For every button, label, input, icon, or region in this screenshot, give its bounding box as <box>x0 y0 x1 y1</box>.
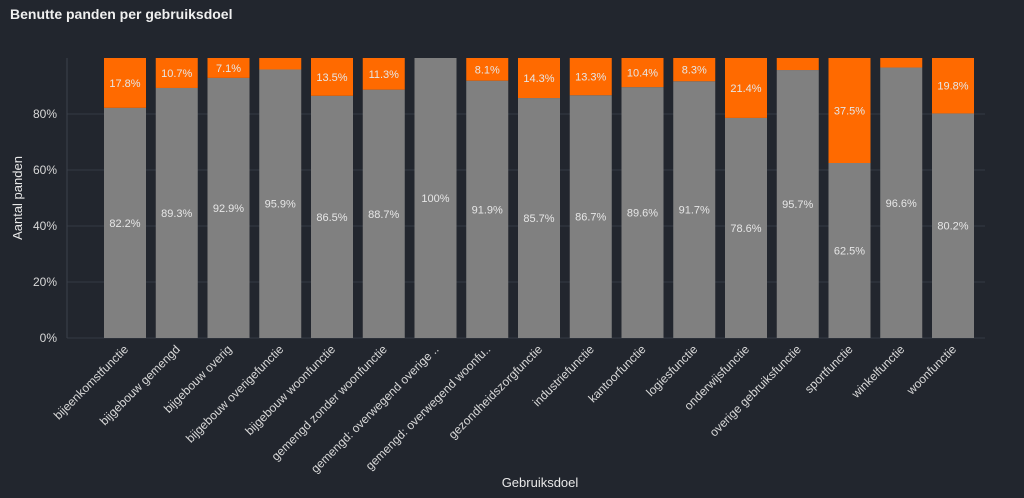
bar-overig <box>828 58 871 163</box>
bar-benut <box>725 117 767 338</box>
data-label: 100% <box>421 193 449 205</box>
data-label: 10.4% <box>627 68 658 80</box>
data-label: 89.3% <box>161 208 192 220</box>
bar-overig <box>932 58 974 114</box>
data-label: 14.3% <box>523 73 554 85</box>
bar-benut <box>207 77 250 338</box>
data-label: 37.5% <box>834 106 865 118</box>
bar-overig <box>362 58 405 90</box>
data-label: 19.8% <box>937 81 968 93</box>
bar-benut <box>673 81 716 339</box>
bar-benut <box>621 87 664 339</box>
data-label: 7.1% <box>216 63 241 75</box>
y-axis-title: Aantal panden <box>10 156 25 240</box>
data-label: 91.7% <box>679 205 710 217</box>
bar-benut <box>569 95 612 339</box>
x-tick-label: overige gebruiksfunctie <box>707 342 804 439</box>
data-label: 17.8% <box>109 78 140 90</box>
data-label: 10.7% <box>161 68 192 80</box>
data-label: 95.9% <box>265 199 296 211</box>
y-tick-label: 40% <box>33 219 57 233</box>
x-tick-label: woonfunctie <box>903 342 959 398</box>
bar-overig <box>207 58 250 78</box>
bar-overig <box>311 58 353 96</box>
x-tick-label: gezondheidszorgfunctie <box>446 342 546 442</box>
bar-overig <box>673 58 716 82</box>
x-tick-label: bijgebouw overigefunctie <box>183 342 287 446</box>
bar-benut <box>311 95 353 338</box>
data-label: 8.1% <box>475 64 500 76</box>
y-tick-label: 20% <box>33 275 57 289</box>
bar-overig <box>466 58 509 81</box>
bar-benut <box>155 87 198 339</box>
bar-overig <box>776 58 819 71</box>
data-label: 86.7% <box>575 212 606 224</box>
data-label: 8.3% <box>682 65 707 77</box>
x-tick-label: logiesfunctie <box>643 342 700 399</box>
bar-overig <box>155 58 198 88</box>
data-label: 89.6% <box>627 208 658 220</box>
y-tick-label: 0% <box>40 331 58 345</box>
x-tick-label: winkelfunctie <box>848 342 907 401</box>
y-tick-label: 60% <box>33 163 57 177</box>
bar-overig <box>104 58 146 108</box>
bar-overig <box>621 58 664 88</box>
bar-overig <box>569 58 612 96</box>
data-label: 62.5% <box>834 246 865 258</box>
bar-benut <box>466 80 509 339</box>
x-tick-label: bijgebouw woonfunctie <box>242 342 338 438</box>
bar-overig <box>725 58 767 118</box>
bar-benut <box>362 89 405 338</box>
data-label: 80.2% <box>937 221 968 233</box>
data-label: 95.7% <box>782 199 813 211</box>
y-tick-label: 80% <box>33 107 57 121</box>
bar-benut <box>880 67 923 339</box>
bar-benut <box>776 70 819 338</box>
bar-benut <box>104 107 146 338</box>
data-label: 82.2% <box>109 218 140 230</box>
bar-benut <box>414 58 457 338</box>
data-label: 92.9% <box>213 203 244 215</box>
data-label: 96.6% <box>886 198 917 210</box>
data-label: 86.5% <box>316 212 347 224</box>
bar-overig <box>880 58 923 68</box>
data-label: 13.3% <box>575 72 606 84</box>
bar-benut <box>518 98 560 338</box>
data-label: 85.7% <box>523 213 554 225</box>
x-axis-title: Gebruiksdoel <box>502 475 579 490</box>
data-label: 13.5% <box>316 72 347 84</box>
chart-title: Benutte panden per gebruiksdoel <box>10 6 233 22</box>
x-tick-label: sportfunctie <box>802 342 856 396</box>
bar-benut <box>828 163 871 338</box>
data-label: 88.7% <box>368 209 399 221</box>
bar-benut <box>259 69 302 338</box>
bar-overig <box>259 58 302 70</box>
bar-overig <box>518 58 560 99</box>
data-label: 21.4% <box>730 83 761 95</box>
data-label: 11.3% <box>369 69 400 81</box>
data-label: 78.6% <box>730 223 761 235</box>
data-label: 91.9% <box>472 204 503 216</box>
bar-benut <box>932 113 974 338</box>
